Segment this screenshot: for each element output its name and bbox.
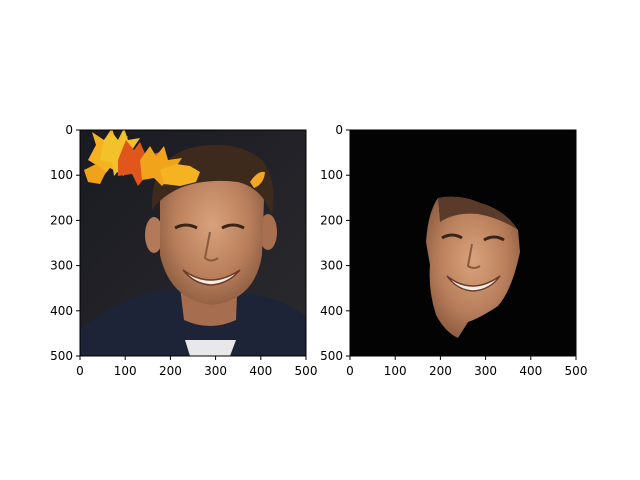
collar xyxy=(185,340,236,356)
left-ear xyxy=(145,217,163,253)
y-tick-label: 100 xyxy=(50,168,73,182)
y-tick-label: 100 xyxy=(320,168,343,182)
y-tick-label: 0 xyxy=(65,123,73,137)
x-tick-label: 200 xyxy=(429,364,452,378)
left-axes-frame xyxy=(79,129,307,357)
y-tick-label: 0 xyxy=(335,123,343,137)
y-tick-label: 400 xyxy=(320,304,343,318)
left-eye xyxy=(174,223,198,230)
y-tick-label: 500 xyxy=(320,349,343,363)
y-tick-label: 300 xyxy=(320,259,343,273)
right-eye xyxy=(221,223,245,230)
mouth xyxy=(182,269,241,286)
y-tick-label: 500 xyxy=(50,349,73,363)
x-tick-label: 500 xyxy=(295,364,318,378)
x-tick-label: 200 xyxy=(159,364,182,378)
seg-left-eye xyxy=(441,233,463,240)
x-tick-label: 400 xyxy=(519,364,542,378)
autumn-leaves xyxy=(84,130,265,188)
x-tick-label: 0 xyxy=(346,364,354,378)
x-tick-label: 100 xyxy=(114,364,137,378)
y-tick-label: 200 xyxy=(50,213,73,227)
right-axes-frame xyxy=(349,129,577,357)
right-ear xyxy=(259,214,277,250)
seg-right-eye xyxy=(483,235,505,242)
x-tick-label: 500 xyxy=(565,364,588,378)
face xyxy=(160,158,264,305)
segmented-hairline xyxy=(438,196,518,230)
x-tick-label: 300 xyxy=(474,364,497,378)
x-tick-label: 400 xyxy=(249,364,272,378)
hair xyxy=(151,144,274,215)
nose xyxy=(203,231,219,262)
x-tick-label: 300 xyxy=(204,364,227,378)
x-tick-label: 100 xyxy=(384,364,407,378)
right-image-panel xyxy=(350,130,576,356)
seg-mouth xyxy=(446,275,501,292)
x-tick-label: 0 xyxy=(76,364,84,378)
y-tick-label: 300 xyxy=(50,259,73,273)
y-tick-label: 200 xyxy=(320,213,343,227)
seg-nose xyxy=(466,243,481,269)
y-tick-label: 400 xyxy=(50,304,73,318)
left-image-panel xyxy=(80,130,306,356)
